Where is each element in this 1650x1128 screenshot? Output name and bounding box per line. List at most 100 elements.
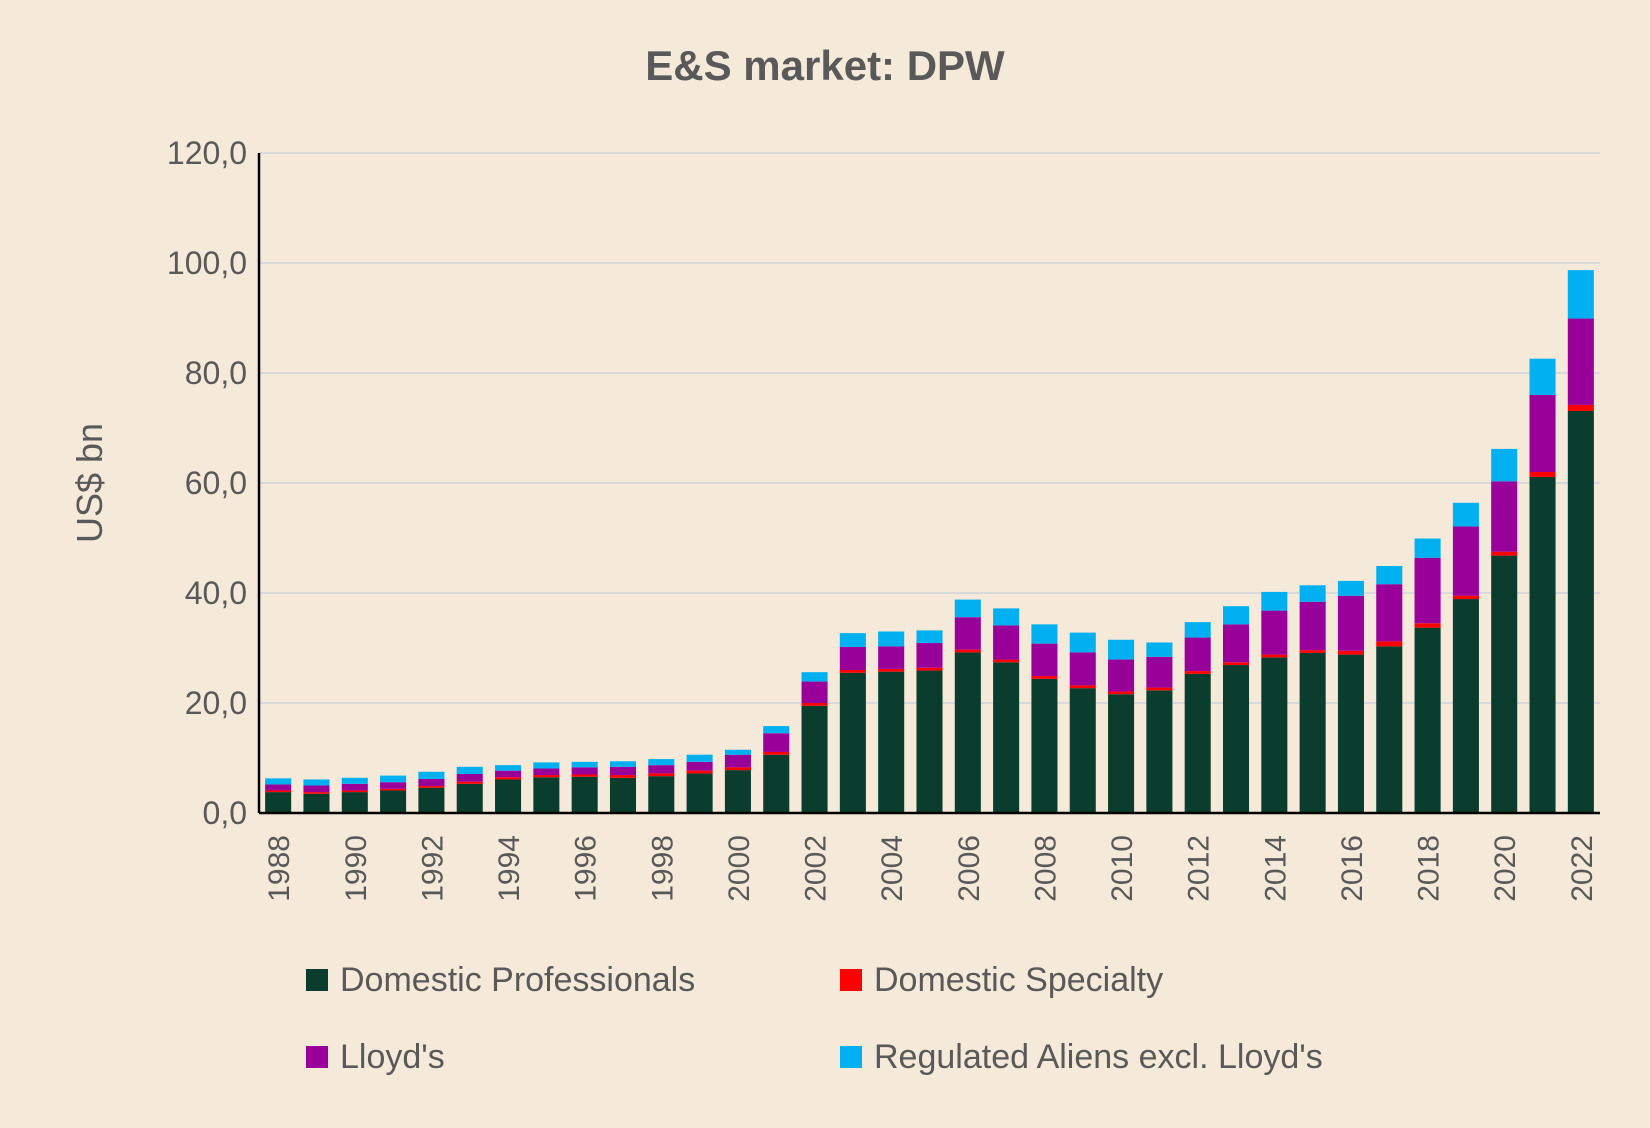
x-tick-label: 2006 [953, 835, 986, 902]
bar-regulated-aliens-excl-lloyd-s-2018 [1414, 538, 1441, 558]
bar-lloyd-s-2003 [839, 646, 866, 670]
x-tick-label: 2012 [1183, 835, 1216, 902]
bar-domestic-specialty-2007 [993, 659, 1020, 663]
chart-title: E&S market: DPW [645, 42, 1005, 89]
bar-regulated-aliens-excl-lloyd-s-2011 [1146, 642, 1173, 657]
bar-regulated-aliens-excl-lloyd-s-2012 [1184, 622, 1211, 638]
x-tick-label: 2018 [1413, 835, 1446, 902]
bar-regulated-aliens-excl-lloyd-s-2000 [724, 749, 751, 755]
bar-lloyd-s-2008 [1031, 643, 1058, 677]
bar-regulated-aliens-excl-lloyd-s-1996 [571, 761, 598, 768]
y-tick-label: 40,0 [185, 575, 247, 611]
x-tick-label: 2010 [1106, 835, 1139, 902]
bar-lloyd-s-1994 [495, 770, 522, 778]
bar-regulated-aliens-excl-lloyd-s-2010 [1108, 639, 1135, 660]
bar-domestic-professionals-2015 [1299, 652, 1326, 813]
bar-lloyd-s-2010 [1108, 659, 1135, 692]
bar-domestic-specialty-1991 [380, 788, 407, 791]
bar-lloyd-s-2007 [993, 625, 1020, 660]
bar-domestic-specialty-1997 [609, 775, 637, 778]
bar-lloyd-s-1999 [686, 761, 713, 771]
bar-domestic-professionals-2021 [1529, 476, 1556, 813]
bar-domestic-professionals-2020 [1491, 555, 1518, 813]
bar-domestic-specialty-1988 [265, 790, 292, 793]
bar-domestic-professionals-1992 [418, 787, 445, 813]
x-tick-label: 2016 [1336, 835, 1369, 902]
x-tick-label: 2004 [876, 835, 909, 902]
bar-lloyd-s-2015 [1299, 601, 1326, 651]
bar-domestic-specialty-2020 [1491, 551, 1518, 556]
bar-domestic-professionals-1999 [686, 773, 713, 813]
bar-domestic-specialty-1989 [303, 792, 330, 794]
bar-regulated-aliens-excl-lloyd-s-1998 [648, 759, 675, 766]
y-tick-label: 60,0 [185, 465, 247, 501]
bar-domestic-specialty-1992 [418, 786, 445, 788]
bar-lloyd-s-2013 [1222, 624, 1250, 663]
bar-domestic-professionals-1998 [648, 776, 675, 813]
bar-domestic-specialty-1996 [571, 774, 598, 777]
bar-domestic-specialty-1998 [648, 773, 675, 777]
bar-lloyd-s-1991 [380, 782, 407, 789]
bar-lloyd-s-2002 [801, 681, 828, 703]
bar-lloyd-s-1989 [303, 785, 330, 793]
x-tick-label: 1992 [416, 835, 449, 902]
bar-regulated-aliens-excl-lloyd-s-1988 [265, 778, 292, 785]
bar-domestic-specialty-2015 [1299, 650, 1326, 653]
bar-lloyd-s-2018 [1414, 557, 1441, 624]
bar-domestic-professionals-1988 [265, 792, 292, 813]
x-tick-label: 1998 [646, 835, 679, 902]
bar-lloyd-s-2020 [1491, 481, 1518, 552]
bar-regulated-aliens-excl-lloyd-s-2021 [1529, 358, 1556, 395]
bar-lloyd-s-2019 [1452, 526, 1479, 596]
x-tick-label: 2014 [1259, 835, 1292, 902]
bar-regulated-aliens-excl-lloyd-s-1994 [495, 765, 522, 771]
bar-domestic-specialty-2005 [916, 667, 943, 671]
bar-regulated-aliens-excl-lloyd-s-2020 [1491, 448, 1518, 482]
bars [265, 270, 1594, 813]
bar-regulated-aliens-excl-lloyd-s-1991 [380, 775, 407, 783]
bar-domestic-professionals-2005 [916, 670, 943, 813]
bar-regulated-aliens-excl-lloyd-s-2004 [878, 631, 905, 647]
bar-domestic-specialty-2003 [839, 670, 866, 673]
bar-lloyd-s-1998 [648, 765, 675, 774]
x-tick-label: 1994 [493, 835, 526, 902]
x-tick-label: 2008 [1029, 835, 1062, 902]
y-axis-label: US$ bn [69, 423, 110, 543]
bar-domestic-specialty-2004 [878, 668, 905, 672]
bar-domestic-specialty-2014 [1261, 654, 1288, 658]
bar-regulated-aliens-excl-lloyd-s-2009 [1069, 632, 1096, 653]
bar-domestic-professionals-1996 [571, 776, 598, 813]
bar-domestic-specialty-2012 [1184, 671, 1211, 674]
bar-regulated-aliens-excl-lloyd-s-1990 [341, 777, 368, 784]
bar-domestic-specialty-2011 [1146, 687, 1173, 691]
bar-regulated-aliens-excl-lloyd-s-2022 [1567, 270, 1594, 319]
bar-lloyd-s-2012 [1184, 637, 1211, 672]
legend-label: Domestic Professionals [340, 961, 695, 999]
bar-domestic-specialty-2021 [1529, 472, 1556, 477]
bar-domestic-specialty-2017 [1376, 641, 1403, 647]
bar-regulated-aliens-excl-lloyd-s-2002 [801, 672, 828, 682]
bar-domestic-specialty-2006 [954, 649, 981, 653]
legend: Domestic Professionals Domestic Specialty… [306, 961, 1323, 1076]
bar-lloyd-s-1990 [341, 783, 368, 791]
axes [257, 153, 1600, 815]
bar-domestic-professionals-1993 [456, 783, 483, 813]
bar-regulated-aliens-excl-lloyd-s-1992 [418, 771, 445, 779]
bar-lloyd-s-2022 [1567, 318, 1594, 405]
legend-swatch [306, 969, 328, 991]
bar-lloyd-s-1992 [418, 778, 445, 787]
bar-domestic-professionals-2006 [954, 652, 981, 813]
bar-domestic-professionals-2017 [1376, 646, 1403, 813]
x-ticks: 1988 1990 1992 1994 1996 1998 2000 2002 2004 2006… [263, 835, 1599, 902]
bar-domestic-specialty-2013 [1222, 662, 1250, 666]
x-tick-label: 1990 [340, 835, 373, 902]
bar-regulated-aliens-excl-lloyd-s-2003 [839, 633, 866, 647]
bar-regulated-aliens-excl-lloyd-s-1997 [609, 761, 637, 767]
bar-domestic-professionals-2004 [878, 671, 905, 813]
x-tick-label: 2020 [1489, 835, 1522, 902]
bar-domestic-specialty-1995 [533, 775, 560, 778]
bar-domestic-professionals-2013 [1222, 665, 1250, 813]
bar-domestic-professionals-1994 [495, 779, 522, 813]
bar-domestic-specialty-1999 [686, 770, 713, 774]
